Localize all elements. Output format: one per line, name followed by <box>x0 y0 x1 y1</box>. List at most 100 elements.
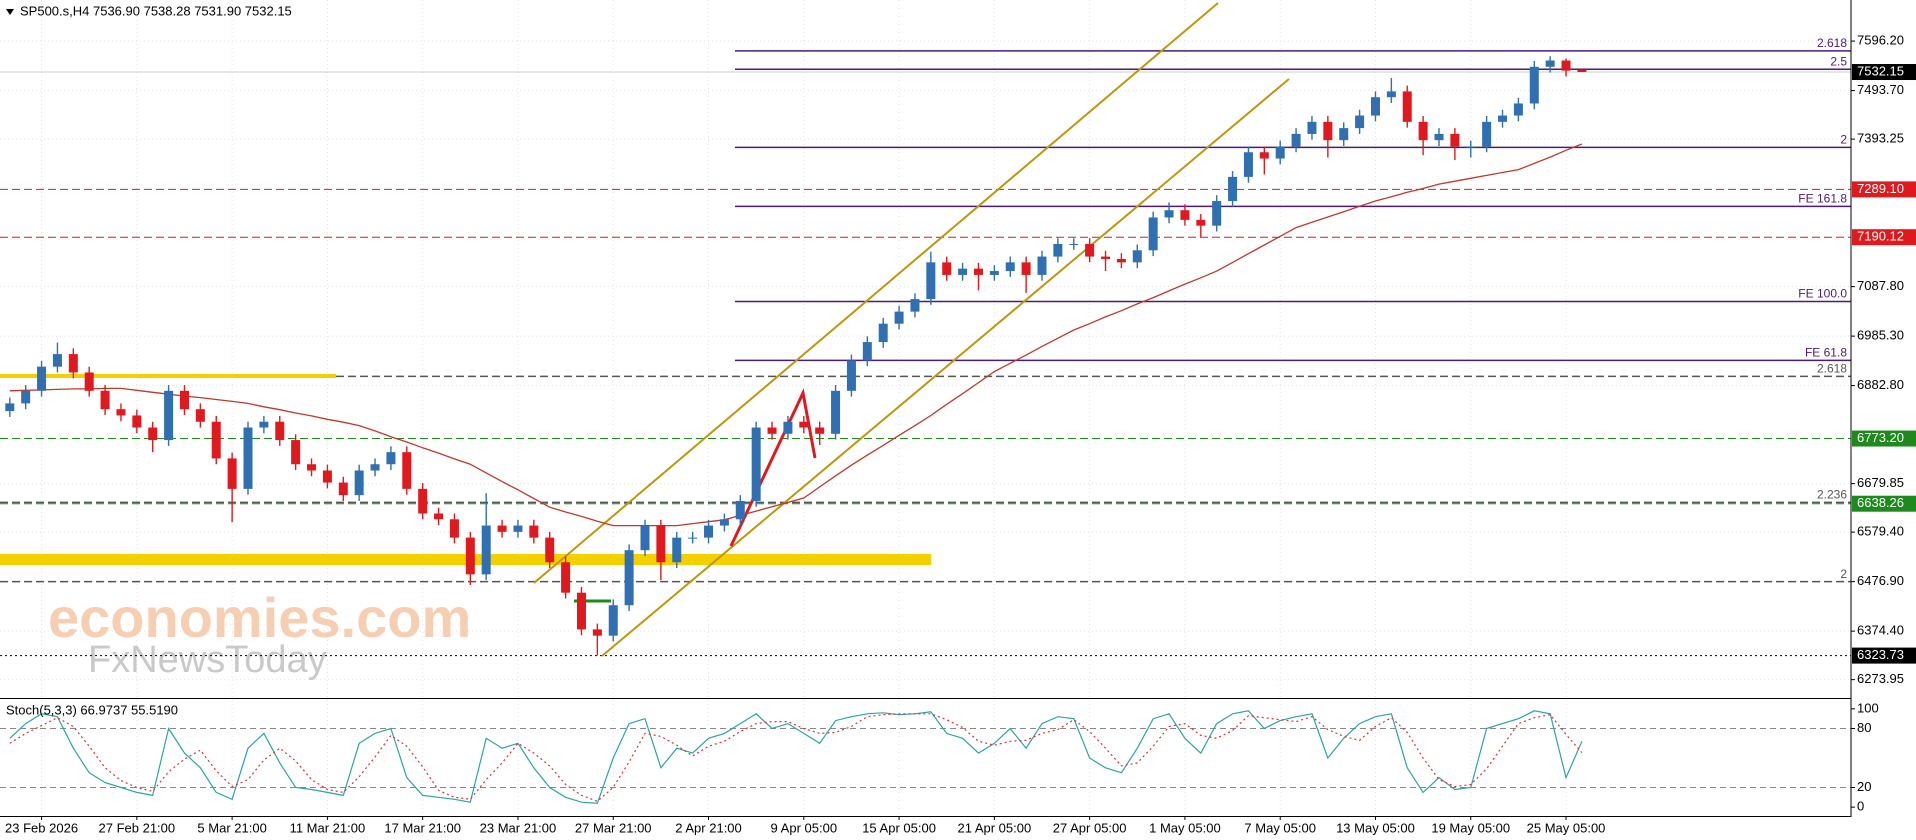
fibonacci-label: 2.618 <box>1817 36 1847 50</box>
candle-body <box>640 525 650 551</box>
candle-body <box>5 403 15 412</box>
candle-body <box>1513 103 1523 116</box>
y-tick-label: 0 <box>1857 799 1864 814</box>
candle-body <box>672 537 682 563</box>
candle-body <box>1212 201 1222 226</box>
x-tick-label: 19 May 05:00 <box>1431 820 1510 835</box>
fibonacci-label: FE 100.0 <box>1798 287 1847 301</box>
candle-body <box>910 299 920 312</box>
candle-body <box>783 421 793 434</box>
fibonacci-label: 2.236 <box>1817 488 1847 502</box>
fibonacci-label: 2 <box>1840 133 1847 147</box>
candle-body <box>1545 60 1555 67</box>
candle-body <box>243 427 253 489</box>
price-level-label: 6638.26 <box>1857 495 1904 510</box>
x-tick-label: 21 Apr 05:00 <box>957 820 1031 835</box>
candle-body <box>942 262 952 275</box>
candle-body <box>958 268 968 275</box>
candle-body <box>656 525 666 563</box>
candle-body <box>1021 262 1031 275</box>
candle-body <box>846 360 856 391</box>
x-tick-label: 27 Feb 21:00 <box>99 820 176 835</box>
candle-body <box>449 519 459 538</box>
candle-body <box>370 464 380 471</box>
candle-body <box>307 464 317 471</box>
candle-body <box>402 452 412 489</box>
fibonacci-label: 2.5 <box>1830 54 1847 68</box>
candle-body <box>1069 244 1079 246</box>
candle-body <box>1164 210 1174 218</box>
support-zone <box>0 374 336 378</box>
candle-body <box>1275 146 1285 159</box>
candle-body <box>418 488 428 514</box>
candle-body <box>529 525 539 538</box>
stochastic <box>0 710 1851 804</box>
candle-body <box>989 271 999 275</box>
candle-body <box>1323 121 1333 141</box>
price-level-label: 6773.20 <box>1857 430 1904 445</box>
candle-body <box>1529 66 1539 104</box>
price-level-tag <box>1852 495 1916 512</box>
candle-body <box>132 415 142 428</box>
candle-body <box>1116 258 1126 263</box>
candle-body <box>545 537 555 563</box>
price-level-tag <box>1852 64 1916 81</box>
channel-line <box>533 2 1219 584</box>
price-level-tag <box>1852 430 1916 447</box>
candle-body <box>878 323 888 343</box>
candle-body <box>799 421 809 428</box>
x-tick-label: 17 Mar 21:00 <box>384 820 461 835</box>
axes: 7596.20 7493.70 7393.25 7087.80 6985.30 6882.… <box>5 33 1916 835</box>
menu-triangle[interactable] <box>6 9 14 15</box>
candle-body <box>1355 115 1365 129</box>
oscillator-line <box>9 710 1583 804</box>
watermark: FxNewsToday <box>88 639 327 681</box>
candle-body <box>1196 219 1206 226</box>
candle-body <box>894 311 904 324</box>
y-tick-label: 80 <box>1857 720 1871 735</box>
candle-body <box>719 519 729 526</box>
y-tick-label: 7087.80 <box>1857 278 1904 293</box>
oscillator-line <box>9 713 1583 802</box>
y-tick-label: 6273.95 <box>1857 671 1904 686</box>
channel-line <box>601 78 1290 657</box>
candle-body <box>751 427 761 501</box>
candle-body <box>1466 146 1476 148</box>
indicator-title: Stoch(5,3,3) 66.9737 55.5190 <box>6 702 178 717</box>
candle-body <box>1386 91 1396 98</box>
fibonacci-label: FE 161.8 <box>1798 192 1847 206</box>
candle-body <box>465 537 475 575</box>
price-level-tag <box>1852 181 1916 198</box>
x-tick-label: 15 Apr 05:00 <box>862 820 936 835</box>
candle-body <box>1561 60 1571 71</box>
price-level-label: 7190.12 <box>1857 229 1904 244</box>
candle-body <box>688 537 698 539</box>
candle-body <box>1498 115 1508 122</box>
candle-body <box>767 427 777 434</box>
chart-header: SP500.s,H4 7536.90 7538.28 7531.90 7532.… <box>20 3 292 18</box>
candle-body <box>497 525 507 532</box>
x-tick-label: 7 May 05:00 <box>1244 820 1316 835</box>
candle-body <box>195 409 205 422</box>
candle-body <box>1434 133 1444 141</box>
y-tick-label: 6679.85 <box>1857 475 1904 490</box>
candle-body <box>815 427 825 434</box>
support-zone <box>0 554 931 565</box>
candle-body <box>1228 176 1238 202</box>
candle-body <box>1577 69 1587 73</box>
candle-body <box>116 409 126 416</box>
candle-body <box>434 513 444 520</box>
y-tick-label: 7393.25 <box>1857 131 1904 146</box>
candle-body <box>84 372 94 391</box>
candle-body <box>1482 121 1492 147</box>
price-level-label: 7289.10 <box>1857 181 1904 196</box>
candle-body <box>1259 152 1269 159</box>
price-level-label: 6323.73 <box>1857 647 1904 662</box>
y-tick-label: 20 <box>1857 779 1871 794</box>
x-tick-label: 1 May 05:00 <box>1149 820 1221 835</box>
candle-body <box>513 525 523 532</box>
candle-body <box>1053 244 1063 257</box>
y-tick-label: 7493.70 <box>1857 82 1904 97</box>
candle-body <box>561 562 571 593</box>
